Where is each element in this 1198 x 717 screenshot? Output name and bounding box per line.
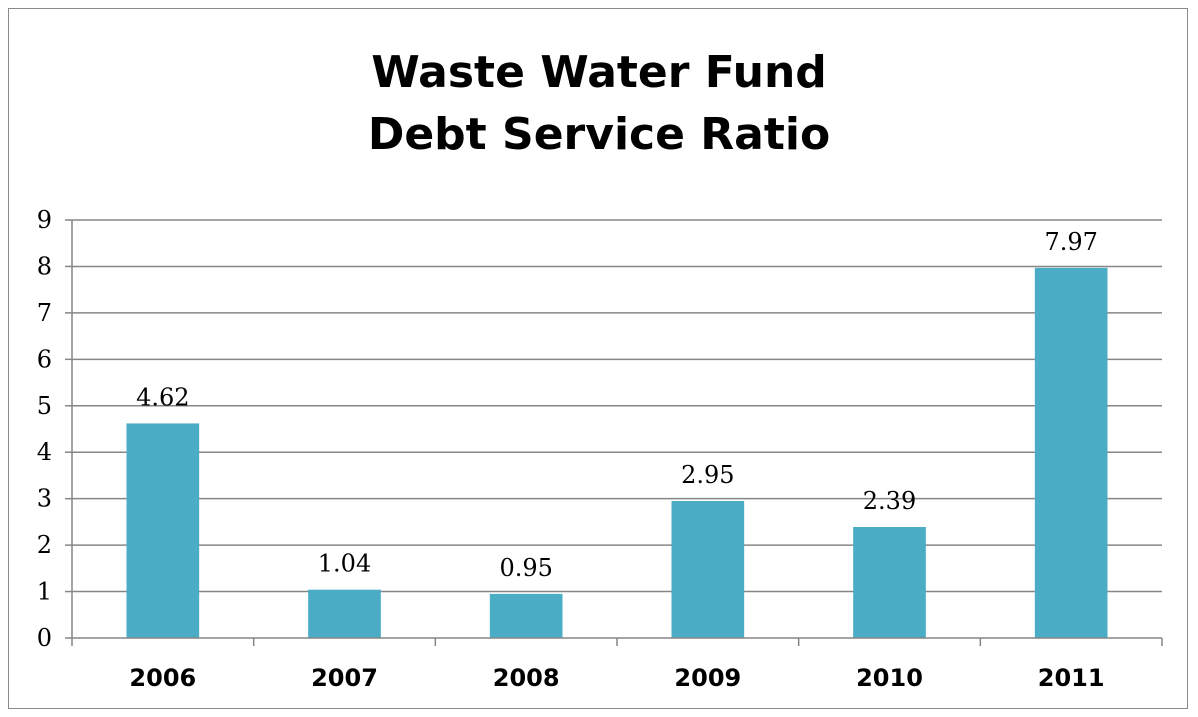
- bar-2010: [853, 526, 926, 638]
- chart-title-line-2: Debt Service Ratio: [367, 109, 831, 160]
- y-tick-label-1: 1: [37, 578, 52, 606]
- bar-2007: [308, 589, 381, 638]
- bar-2009: [671, 500, 745, 638]
- bar-2011: [1034, 267, 1108, 638]
- x-tick-label-2010: 2010: [856, 664, 923, 692]
- data-label-2011: 7.97: [1044, 228, 1097, 256]
- x-tick-label-2008: 2008: [493, 664, 560, 692]
- bar-2006: [126, 423, 200, 638]
- y-tick-label-4: 4: [37, 438, 52, 466]
- data-label-2009: 2.95: [681, 461, 734, 489]
- x-tick-labels: 2006 2007 2008 2009 2010 2011: [129, 664, 1104, 692]
- data-label-2006: 4.62: [136, 383, 189, 411]
- axes: [65, 219, 1163, 646]
- chart-title-line-1: Waste Water Fund: [371, 47, 827, 98]
- x-tick-label-2007: 2007: [311, 664, 378, 692]
- bars: [126, 267, 1108, 638]
- chart-title: Waste Water Fund Debt Service Ratio: [0, 42, 1198, 166]
- x-tick-label-2009: 2009: [674, 664, 741, 692]
- data-label-2008: 0.95: [499, 554, 552, 582]
- gridlines: [72, 219, 1162, 593]
- data-label-2007: 1.04: [318, 550, 371, 578]
- y-tick-label-7: 7: [37, 299, 52, 327]
- x-tick-label-2006: 2006: [129, 664, 196, 692]
- y-tick-label-5: 5: [37, 392, 52, 420]
- bar-2008: [489, 593, 563, 638]
- y-tick-label-3: 3: [37, 485, 52, 513]
- data-labels: 4.62 1.04 0.95 2.95 2.39 7.97: [136, 228, 1098, 582]
- y-tick-label-8: 8: [37, 252, 52, 280]
- y-tick-label-9: 9: [37, 206, 52, 234]
- data-label-2010: 2.39: [863, 487, 916, 515]
- y-tick-label-6: 6: [37, 345, 52, 373]
- y-tick-label-0: 0: [37, 624, 52, 652]
- x-tick-label-2011: 2011: [1038, 664, 1105, 692]
- y-tick-labels: 0 1 2 3 4 5 6 7 8 9: [37, 206, 52, 652]
- y-tick-label-2: 2: [37, 531, 52, 559]
